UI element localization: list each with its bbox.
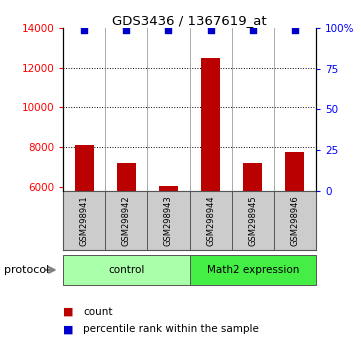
Text: GSM298946: GSM298946 xyxy=(290,195,299,246)
Bar xyxy=(75,145,94,190)
Text: Math2 expression: Math2 expression xyxy=(206,265,299,275)
Point xyxy=(166,27,171,33)
Point xyxy=(81,27,87,33)
Bar xyxy=(285,152,304,190)
Text: GSM298944: GSM298944 xyxy=(206,195,215,246)
Text: GSM298945: GSM298945 xyxy=(248,195,257,246)
Text: GSM298942: GSM298942 xyxy=(122,195,131,246)
Text: GSM298943: GSM298943 xyxy=(164,195,173,246)
Title: GDS3436 / 1367619_at: GDS3436 / 1367619_at xyxy=(112,14,267,27)
Bar xyxy=(117,163,136,190)
Text: percentile rank within the sample: percentile rank within the sample xyxy=(83,324,259,334)
Point xyxy=(123,27,129,33)
Bar xyxy=(243,163,262,190)
Text: ■: ■ xyxy=(63,324,77,334)
Text: ■: ■ xyxy=(63,307,77,316)
Text: control: control xyxy=(108,265,144,275)
Bar xyxy=(201,58,220,190)
Text: count: count xyxy=(83,307,113,316)
Text: protocol: protocol xyxy=(4,265,49,275)
Point xyxy=(250,27,256,33)
Bar xyxy=(159,185,178,190)
Point xyxy=(208,27,213,33)
Point xyxy=(292,27,298,33)
Text: GSM298941: GSM298941 xyxy=(80,195,89,246)
